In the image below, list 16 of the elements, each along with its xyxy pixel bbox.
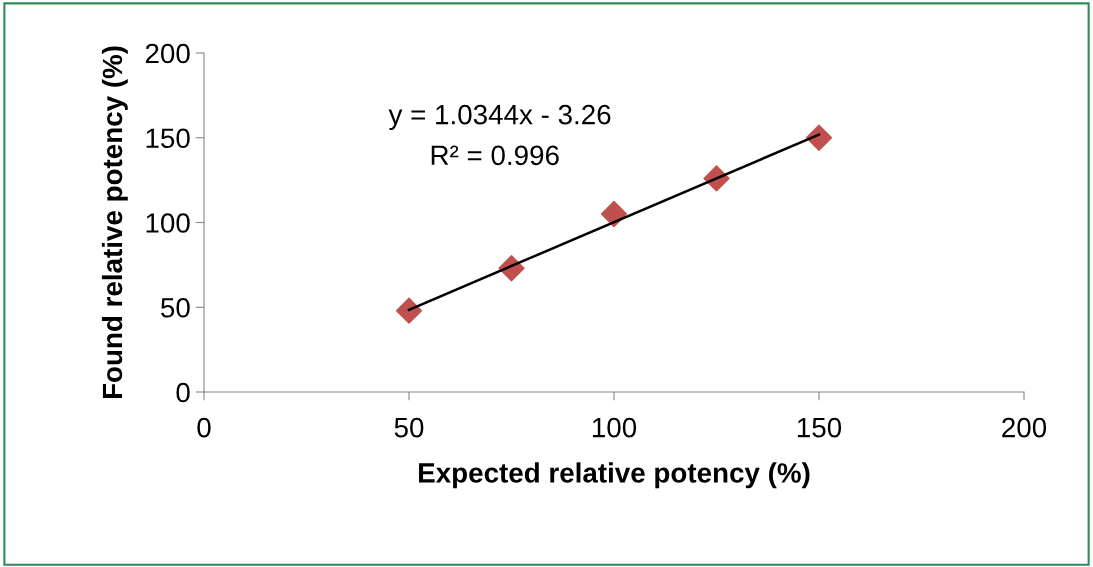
x-tick-label: 150 (797, 417, 842, 438)
x-tick-label: 200 (1002, 417, 1047, 438)
point (395, 297, 423, 324)
x-axis-title: Expected relative potency (%) (419, 462, 810, 489)
x-tick-label: 0 (197, 417, 211, 438)
y-axis-title: Found relative potency (%) (101, 46, 128, 399)
x-tick-label: 50 (394, 417, 424, 438)
y-tick-label: 100 (146, 213, 190, 233)
y-tick-label: 0 (176, 382, 190, 403)
point (600, 200, 628, 228)
y-tick-label: 50 (161, 297, 190, 318)
x-tick-label: 100 (592, 417, 637, 438)
annotation: y = 1.0344x - 3.26 (388, 104, 611, 130)
y-tick-label: 200 (145, 43, 190, 64)
y-tick-label: 150 (146, 128, 190, 149)
annotation: R² = 0.996 (431, 145, 559, 166)
